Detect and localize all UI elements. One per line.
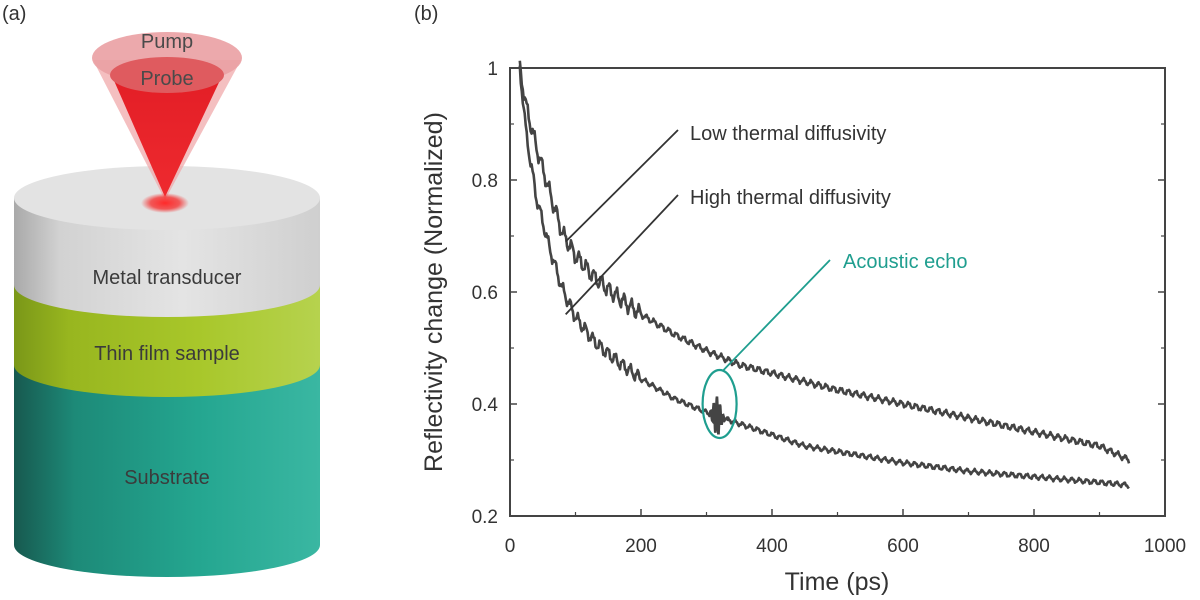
panel-b-label: (b) <box>414 3 438 25</box>
x-axis-title: Time (ps) <box>785 568 890 596</box>
y-tick-label: 0.6 <box>472 283 498 304</box>
x-tick-label: 800 <box>1018 536 1050 557</box>
axis-tick-labels: 0 200 400 600 800 1000 0.2 0.4 0.6 0.8 1 <box>472 59 1187 557</box>
probe-label: Probe <box>140 68 193 90</box>
acoustic-echo-signal <box>708 396 730 435</box>
y-tick-label: 0.8 <box>472 171 498 192</box>
x-tick-label: 0 <box>505 536 516 557</box>
film-layer <box>14 285 320 397</box>
substrate-layer <box>14 365 320 577</box>
panel-a-label: (a) <box>2 3 26 25</box>
y-axis-title: Reflectivity change (Normalized) <box>420 112 448 472</box>
x-tick-label: 600 <box>887 536 919 557</box>
annotation-leader <box>565 129 679 243</box>
series-group <box>518 60 1131 489</box>
series-line-1 <box>518 60 1131 464</box>
acoustic-echo-label: Acoustic echo <box>843 251 968 273</box>
series-line-2 <box>518 65 1130 489</box>
x-tick-label: 1000 <box>1144 536 1186 557</box>
acoustic-echo-ellipse <box>701 368 738 440</box>
x-tick-label: 200 <box>625 536 657 557</box>
substrate-label: Substrate <box>124 467 210 489</box>
pump-label: Pump <box>141 31 193 53</box>
laser-beam <box>92 32 242 213</box>
panel-b: (b) 0 200 400 600 800 1000 0.2 0.4 0.6 0.8 1 Low t… <box>414 3 1186 596</box>
probe-ellipse <box>110 57 224 93</box>
metal-transducer-label: Metal transducer <box>93 267 242 289</box>
annotation-label: High thermal diffusivity <box>690 187 891 209</box>
annotation-label: Low thermal diffusivity <box>690 123 886 145</box>
panel-a: (a) Metal transducer Thin film sample Su… <box>2 3 320 577</box>
y-tick-label: 0.4 <box>472 395 499 416</box>
axis-ticks <box>509 67 1166 517</box>
x-tick-label: 400 <box>756 536 788 557</box>
y-tick-label: 0.2 <box>472 507 498 528</box>
laser-spot <box>141 193 189 213</box>
annotation-leader <box>565 194 679 316</box>
y-tick-label: 1 <box>487 59 498 80</box>
annotations: Low thermal diffusivity High thermal diff… <box>565 123 968 440</box>
probe-cone <box>112 76 222 197</box>
thin-film-label: Thin film sample <box>94 343 240 365</box>
acoustic-echo-leader <box>722 259 831 371</box>
